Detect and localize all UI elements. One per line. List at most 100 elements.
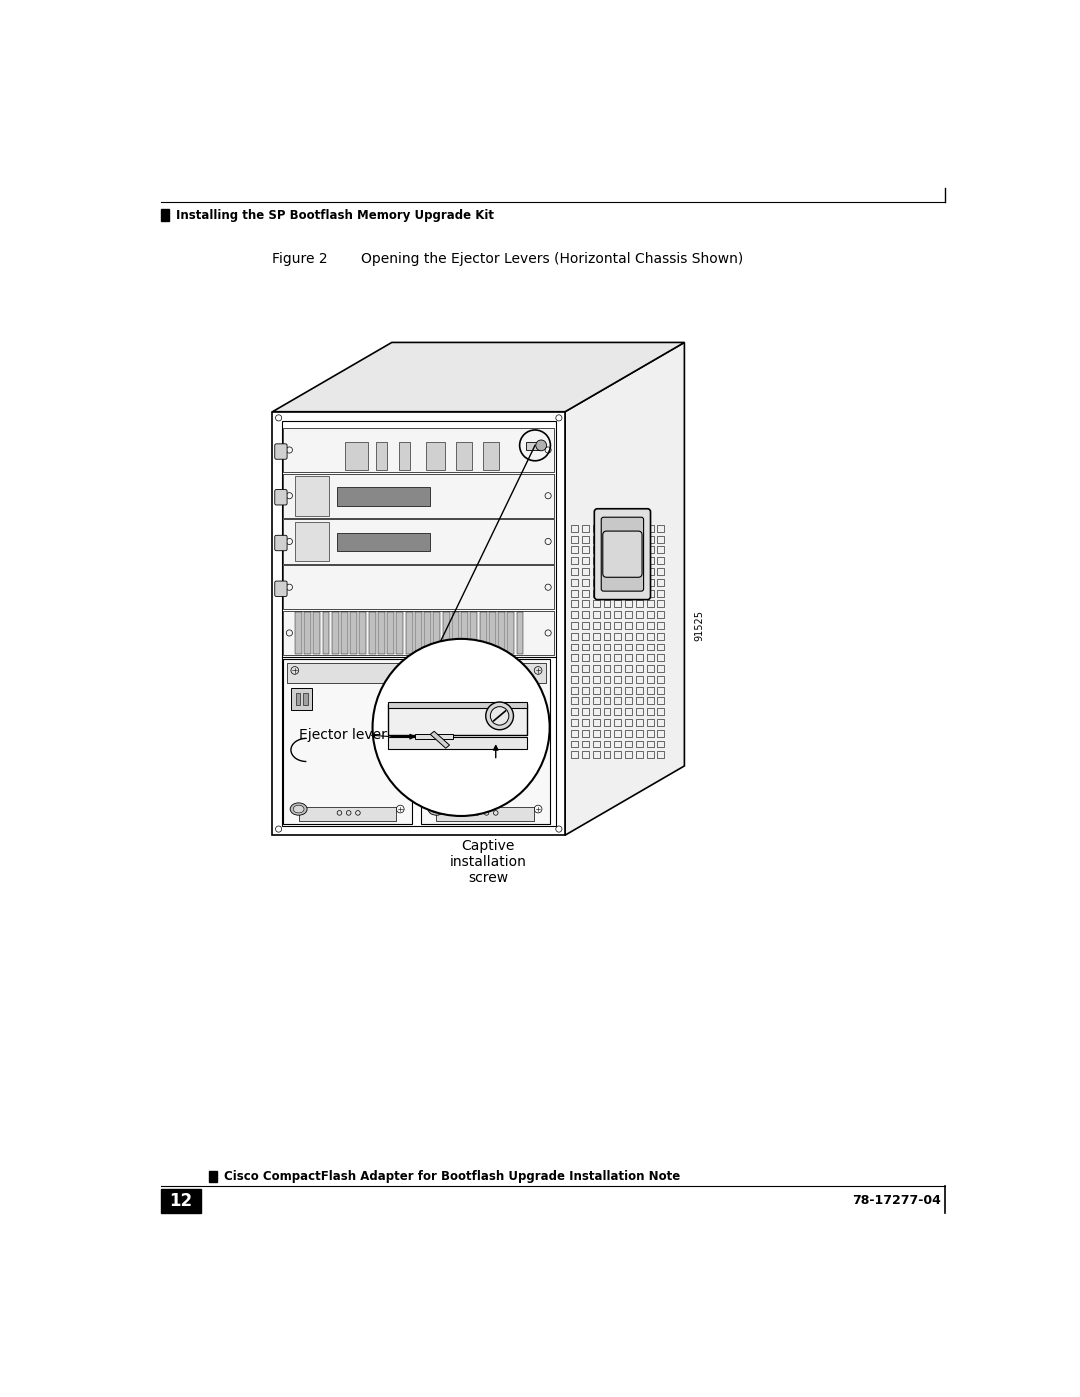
- Circle shape: [490, 707, 509, 725]
- Bar: [636, 535, 643, 542]
- Bar: [295, 476, 329, 515]
- Bar: [604, 590, 610, 597]
- Bar: [658, 622, 664, 629]
- Bar: [307, 753, 312, 759]
- Bar: [468, 731, 473, 736]
- Bar: [513, 761, 518, 767]
- Bar: [505, 731, 511, 736]
- Bar: [383, 707, 389, 712]
- Bar: [352, 707, 357, 712]
- Bar: [625, 546, 632, 553]
- Circle shape: [486, 703, 513, 729]
- Bar: [436, 722, 442, 728]
- Bar: [361, 746, 366, 752]
- Bar: [291, 687, 312, 710]
- Bar: [329, 707, 335, 712]
- Bar: [615, 644, 621, 651]
- Bar: [604, 535, 610, 542]
- Bar: [615, 622, 621, 629]
- Bar: [429, 746, 434, 752]
- Bar: [378, 612, 384, 654]
- Bar: [582, 590, 589, 597]
- Polygon shape: [430, 731, 449, 749]
- Bar: [582, 752, 589, 759]
- Bar: [451, 707, 457, 712]
- Bar: [615, 557, 621, 564]
- Bar: [337, 722, 342, 728]
- Bar: [451, 612, 459, 654]
- Bar: [475, 746, 481, 752]
- Bar: [658, 676, 664, 683]
- Bar: [429, 707, 434, 712]
- FancyBboxPatch shape: [274, 489, 287, 504]
- Bar: [383, 722, 389, 728]
- Bar: [593, 686, 599, 693]
- Bar: [299, 806, 396, 820]
- Bar: [436, 731, 442, 736]
- Text: 91525: 91525: [694, 609, 705, 640]
- Bar: [352, 715, 357, 721]
- Bar: [625, 665, 632, 672]
- Bar: [307, 722, 312, 728]
- Bar: [636, 729, 643, 736]
- Bar: [529, 731, 535, 736]
- Bar: [303, 693, 308, 705]
- Bar: [658, 569, 664, 576]
- Bar: [444, 738, 449, 743]
- Bar: [329, 731, 335, 736]
- Bar: [647, 535, 653, 542]
- Bar: [498, 753, 503, 759]
- Bar: [593, 569, 599, 576]
- Bar: [636, 686, 643, 693]
- Bar: [368, 722, 374, 728]
- Bar: [615, 729, 621, 736]
- Bar: [475, 715, 481, 721]
- Bar: [593, 633, 599, 640]
- Bar: [299, 722, 305, 728]
- Bar: [522, 715, 527, 721]
- Bar: [483, 746, 488, 752]
- Bar: [424, 612, 431, 654]
- Bar: [444, 746, 449, 752]
- Bar: [451, 722, 457, 728]
- Bar: [593, 665, 599, 672]
- Bar: [391, 761, 396, 767]
- Bar: [604, 546, 610, 553]
- Bar: [322, 731, 327, 736]
- Bar: [388, 703, 527, 708]
- Bar: [505, 715, 511, 721]
- Bar: [593, 535, 599, 542]
- Bar: [337, 534, 430, 552]
- Bar: [625, 633, 632, 640]
- Bar: [658, 557, 664, 564]
- Bar: [582, 740, 589, 747]
- Bar: [391, 753, 396, 759]
- Bar: [489, 612, 496, 654]
- FancyBboxPatch shape: [274, 535, 287, 550]
- Ellipse shape: [291, 803, 307, 816]
- Bar: [475, 753, 481, 759]
- Bar: [647, 665, 653, 672]
- Bar: [604, 610, 610, 617]
- Bar: [368, 707, 374, 712]
- Bar: [314, 722, 320, 728]
- Bar: [461, 612, 468, 654]
- Bar: [615, 676, 621, 683]
- Bar: [615, 569, 621, 576]
- Bar: [490, 753, 496, 759]
- Bar: [483, 707, 488, 712]
- Bar: [388, 736, 527, 749]
- Bar: [615, 601, 621, 608]
- Bar: [604, 569, 610, 576]
- Bar: [513, 738, 518, 743]
- Bar: [658, 665, 664, 672]
- Text: Figure 2: Figure 2: [272, 253, 328, 267]
- Bar: [582, 546, 589, 553]
- Bar: [345, 738, 350, 743]
- Bar: [291, 722, 296, 728]
- Bar: [468, 715, 473, 721]
- Bar: [457, 443, 472, 469]
- Bar: [625, 590, 632, 597]
- Bar: [383, 753, 389, 759]
- Bar: [604, 557, 610, 564]
